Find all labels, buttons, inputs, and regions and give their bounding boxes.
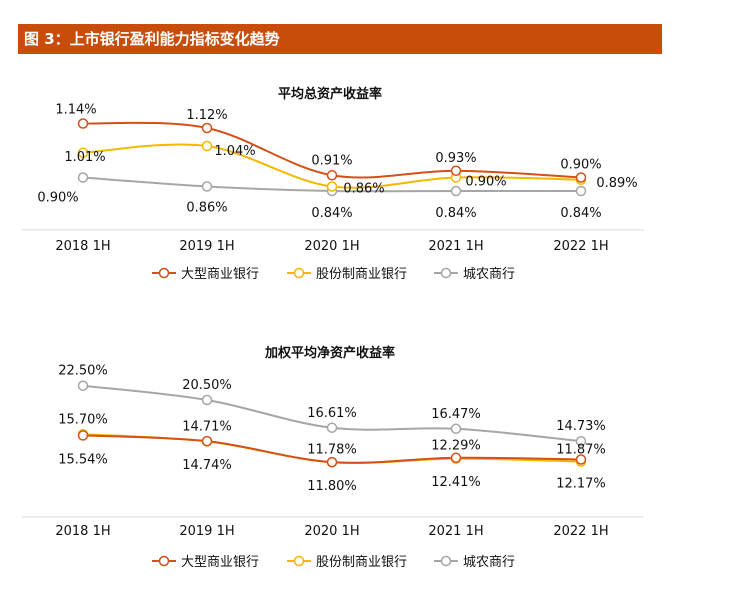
x-tick-label: 2021 1H [428, 239, 483, 254]
data-label-joint-stock-bank: 0.86% [343, 182, 384, 197]
x-tick-label: 2019 1H [179, 239, 234, 254]
legend-label: 大型商业银行 [181, 555, 259, 570]
data-label-joint-stock-bank: 11.87% [556, 443, 606, 458]
legend-marker [293, 267, 305, 279]
chart-title: 平均总资产收益率 [278, 86, 382, 102]
x-tick-label: 2022 1H [553, 524, 608, 539]
data-label-large-bank: 0.93% [435, 151, 476, 166]
data-label-large-bank: 1.14% [55, 103, 96, 118]
legend-marker [440, 555, 452, 567]
data-label-large-bank: 0.91% [311, 153, 352, 168]
series-line-large-bank [82, 121, 582, 179]
legend-item-rural-bank: 城农商行 [434, 555, 515, 570]
data-point-large-bank [326, 170, 338, 181]
data-label-joint-stock-bank: 11.78% [307, 442, 357, 457]
data-point-large-bank [575, 172, 587, 183]
x-tick-label: 2021 1H [428, 524, 483, 539]
data-label-large-bank: 1.12% [186, 108, 227, 123]
legend-marker [440, 267, 452, 279]
data-label-rural-bank: 0.86% [186, 201, 227, 216]
data-point-rural-bank [201, 394, 213, 406]
data-label-rural-bank: 14.73% [556, 419, 606, 434]
data-label-joint-stock-bank: 0.89% [596, 176, 637, 191]
data-point-rural-bank [77, 380, 89, 391]
data-point-joint-stock-bank [326, 181, 338, 192]
data-point-large-bank [201, 122, 213, 134]
data-point-large-bank [201, 435, 213, 447]
data-point-joint-stock-bank [201, 140, 213, 152]
data-label-joint-stock-bank: 1.01% [64, 150, 105, 165]
data-label-rural-bank: 0.90% [37, 191, 78, 206]
data-point-rural-bank [450, 423, 462, 435]
legend-marker [158, 267, 170, 279]
data-point-large-bank [77, 430, 89, 441]
x-tick-label: 2020 1H [304, 239, 359, 254]
data-point-rural-bank [326, 422, 338, 434]
data-label-rural-bank: 20.50% [182, 378, 232, 393]
legend-item-rural-bank: 城农商行 [434, 267, 515, 282]
data-point-rural-bank [575, 435, 587, 447]
data-label-joint-stock-bank: 15.70% [58, 412, 108, 427]
figure-title: 图 3：上市银行盈利能力指标变化趋势 [18, 24, 662, 54]
x-tick-label: 2020 1H [304, 524, 359, 539]
legend-marker [158, 555, 170, 567]
legend-label: 股份制商业银行 [316, 555, 407, 570]
data-point-large-bank [575, 454, 587, 465]
data-point-rural-bank [575, 185, 587, 197]
data-point-large-bank [450, 452, 462, 464]
data-label-joint-stock-bank: 12.29% [431, 439, 481, 454]
legend-marker [293, 555, 305, 567]
data-label-rural-bank: 0.84% [560, 206, 601, 221]
legend-label: 城农商行 [463, 267, 515, 282]
data-label-large-bank: 12.41% [431, 475, 481, 490]
data-label-large-bank: 11.80% [307, 479, 357, 494]
data-label-rural-bank: 0.84% [311, 206, 352, 221]
data-label-large-bank: 12.17% [556, 477, 606, 492]
data-label-large-bank: 14.74% [182, 458, 232, 473]
x-tick-label: 2022 1H [553, 239, 608, 254]
data-point-rural-bank [450, 185, 462, 197]
legend-item-large-bank: 大型商业银行 [152, 267, 259, 282]
data-label-rural-bank: 0.84% [435, 206, 476, 221]
roe-chart: 加权平均净资产收益率 2018 1H 2019 1H 2020 1H 2021 1H 20… [22, 345, 644, 570]
data-point-large-bank [77, 118, 89, 129]
x-tick-label: 2018 1H [55, 524, 110, 539]
legend-item-joint-stock-bank: 股份制商业银行 [287, 267, 407, 282]
data-point-rural-bank [201, 181, 213, 192]
legend-label: 股份制商业银行 [316, 267, 407, 282]
x-tick-label: 2019 1H [179, 524, 234, 539]
data-point-large-bank [326, 456, 338, 468]
data-label-rural-bank: 22.50% [58, 364, 108, 379]
data-label-joint-stock-bank: 1.04% [214, 144, 255, 159]
data-point-rural-bank [77, 172, 89, 183]
data-label-large-bank: 0.90% [560, 158, 601, 173]
roa-chart: 平均总资产收益率 2018 1H 2019 1H 2020 1H 2021 1H 2022… [22, 86, 644, 282]
legend-item-joint-stock-bank: 股份制商业银行 [287, 555, 407, 570]
data-label-rural-bank: 16.47% [431, 407, 481, 422]
chart-title: 加权平均净资产收益率 [264, 345, 395, 361]
data-point-large-bank [450, 165, 462, 176]
legend-item-large-bank: 大型商业银行 [152, 555, 259, 570]
data-label-rural-bank: 16.61% [307, 406, 357, 421]
x-tick-label: 2018 1H [55, 239, 110, 254]
data-label-joint-stock-bank: 0.90% [465, 175, 506, 190]
data-point-joint-stock-bank [77, 147, 89, 158]
data-label-large-bank: 15.54% [58, 452, 108, 467]
legend-label: 城农商行 [463, 555, 515, 570]
data-label-joint-stock-bank: 14.71% [182, 419, 232, 434]
legend-label: 大型商业银行 [181, 267, 259, 282]
